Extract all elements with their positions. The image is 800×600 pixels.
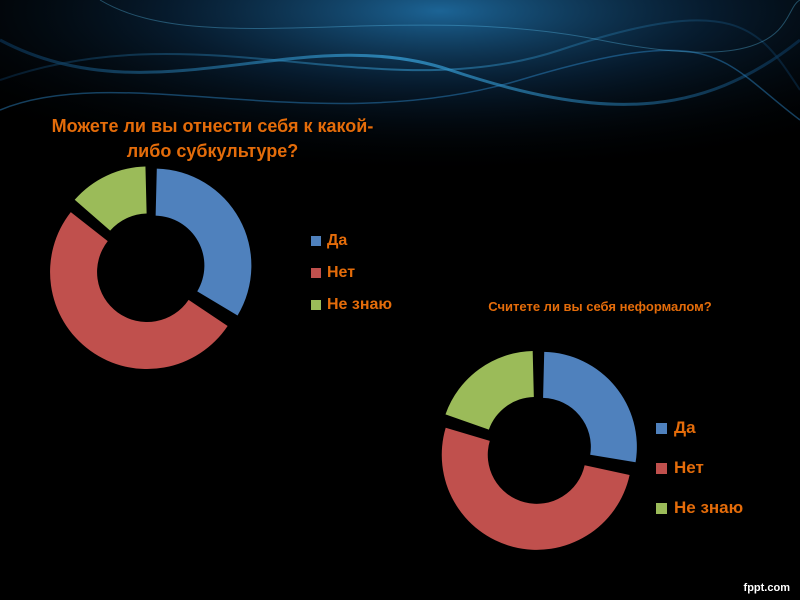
legend-label: Нет (327, 264, 356, 281)
chart-1-title: Можете ли вы отнести себя к какой-либо с… (51, 116, 374, 161)
donut-slice-3 (445, 350, 534, 430)
legend-item-3: Не знаю (656, 498, 743, 518)
legend-label: Не знаю (674, 498, 744, 517)
legend-item-3: Не знаю (311, 296, 392, 314)
donut-slice-1 (543, 351, 637, 463)
legend-label: Да (674, 418, 696, 437)
legend-item-2: Нет (656, 458, 704, 478)
legend-label: Нет (674, 458, 704, 477)
donut-slice-3 (74, 166, 147, 231)
legend-swatch (311, 300, 321, 310)
legend-swatch (656, 502, 667, 514)
legend-item-1: Да (656, 418, 696, 438)
legend-swatch (311, 268, 321, 278)
legend-swatch (656, 462, 667, 474)
legend-swatch (656, 422, 667, 434)
legend-label: Да (327, 232, 348, 249)
chart-2-title: Считете ли вы себя неформалом? (488, 299, 712, 314)
donut-slice-2 (441, 427, 630, 550)
legend-item-1: Да (311, 232, 347, 250)
legend-item-2: Нет (311, 264, 355, 282)
legend-swatch (311, 236, 321, 246)
donut-slice-2 (50, 212, 228, 370)
legend-label: Не знаю (327, 296, 393, 313)
watermark: fppt.com (743, 582, 790, 594)
donut-slice-1 (155, 168, 252, 316)
